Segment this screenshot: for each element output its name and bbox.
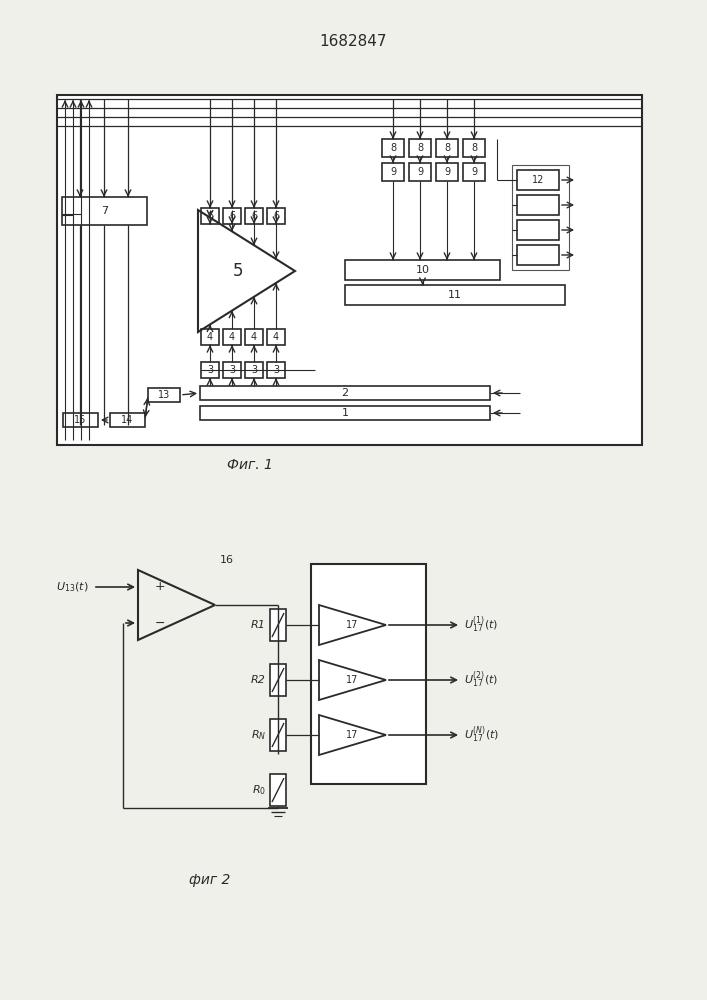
Text: 5: 5 <box>233 262 243 280</box>
Bar <box>57 95 642 445</box>
Bar <box>517 170 559 190</box>
Bar <box>267 329 285 345</box>
Text: 9: 9 <box>444 167 450 177</box>
Text: $U_{13}(t)$: $U_{13}(t)$ <box>56 580 88 594</box>
Text: 15: 15 <box>74 415 87 425</box>
Text: 10: 10 <box>416 265 429 275</box>
Text: 6: 6 <box>207 211 213 221</box>
Bar <box>463 163 485 181</box>
Bar <box>201 329 219 345</box>
Text: $R_N$: $R_N$ <box>251 728 266 742</box>
Text: 1: 1 <box>341 408 349 418</box>
Bar <box>409 139 431 157</box>
Bar <box>223 329 241 345</box>
Text: фиг 2: фиг 2 <box>189 873 230 887</box>
Text: 7: 7 <box>101 206 108 216</box>
Text: 8: 8 <box>444 143 450 153</box>
Text: Фиг. 1: Фиг. 1 <box>227 458 273 472</box>
Bar <box>245 208 263 224</box>
Text: 2: 2 <box>341 388 349 398</box>
Bar <box>436 163 458 181</box>
Text: 9: 9 <box>390 167 396 177</box>
Bar <box>148 388 180 402</box>
Text: $U_{17}^{(2)}(t)$: $U_{17}^{(2)}(t)$ <box>464 670 498 690</box>
Text: 4: 4 <box>229 332 235 342</box>
Bar <box>267 208 285 224</box>
Text: 9: 9 <box>417 167 423 177</box>
Text: 17: 17 <box>346 620 358 630</box>
Bar <box>409 163 431 181</box>
Text: R1: R1 <box>251 620 266 630</box>
Text: 14: 14 <box>122 415 134 425</box>
Text: 4: 4 <box>273 332 279 342</box>
Bar <box>382 163 404 181</box>
Bar <box>436 139 458 157</box>
Bar <box>63 413 98 427</box>
Bar <box>200 406 490 420</box>
Text: 8: 8 <box>417 143 423 153</box>
Bar <box>270 609 286 641</box>
Bar <box>223 208 241 224</box>
Text: $U_{17}^{(N)}(t)$: $U_{17}^{(N)}(t)$ <box>464 725 499 745</box>
Text: 6: 6 <box>229 211 235 221</box>
Text: 9: 9 <box>471 167 477 177</box>
Bar <box>245 362 263 378</box>
Bar <box>245 329 263 345</box>
Text: 3: 3 <box>229 365 235 375</box>
Bar <box>345 285 565 305</box>
Bar <box>270 719 286 751</box>
Text: 6: 6 <box>251 211 257 221</box>
Text: 11: 11 <box>448 290 462 300</box>
Bar <box>512 165 569 270</box>
Bar <box>270 664 286 696</box>
Text: 4: 4 <box>207 332 213 342</box>
Text: 6: 6 <box>273 211 279 221</box>
Bar <box>267 362 285 378</box>
Bar <box>463 139 485 157</box>
Text: 8: 8 <box>471 143 477 153</box>
Text: 3: 3 <box>207 365 213 375</box>
Bar <box>345 260 500 280</box>
Text: R2: R2 <box>251 675 266 685</box>
Bar <box>110 413 145 427</box>
Bar <box>517 220 559 240</box>
Text: 17: 17 <box>346 675 358 685</box>
Text: −: − <box>155 616 165 630</box>
Bar <box>223 362 241 378</box>
Bar <box>201 362 219 378</box>
Text: 8: 8 <box>390 143 396 153</box>
Text: 12: 12 <box>532 175 544 185</box>
Text: +: + <box>155 580 165 593</box>
Bar <box>517 195 559 215</box>
Bar <box>270 774 286 806</box>
Text: $R_0$: $R_0$ <box>252 783 266 797</box>
Bar <box>311 564 426 784</box>
Text: 1682847: 1682847 <box>320 34 387 49</box>
Bar <box>200 386 490 400</box>
Text: 4: 4 <box>251 332 257 342</box>
Bar <box>517 245 559 265</box>
Bar <box>62 197 147 225</box>
Text: 3: 3 <box>251 365 257 375</box>
Bar <box>201 208 219 224</box>
Text: 17: 17 <box>346 730 358 740</box>
Bar <box>382 139 404 157</box>
Text: 13: 13 <box>158 390 170 400</box>
Text: 3: 3 <box>273 365 279 375</box>
Text: $U_{17}^{(1)}(t)$: $U_{17}^{(1)}(t)$ <box>464 615 498 635</box>
Text: 16: 16 <box>220 555 234 565</box>
